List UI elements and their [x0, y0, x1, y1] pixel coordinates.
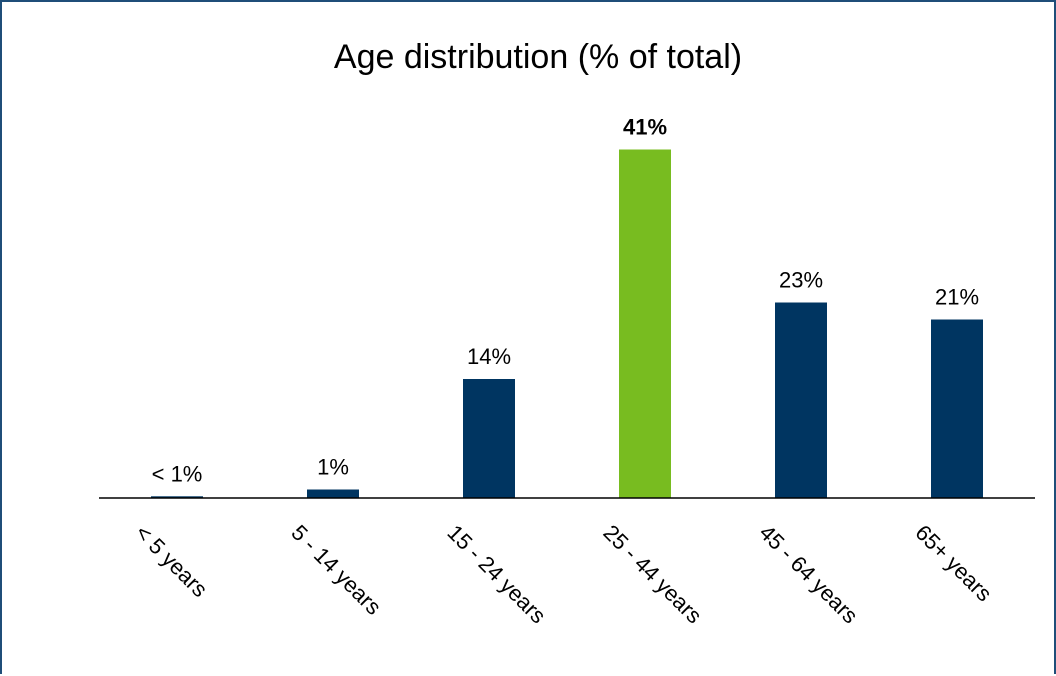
data-label-0: < 1%: [152, 461, 203, 486]
x-tick-label-4: 45 - 64 years: [754, 520, 862, 628]
data-label-2: 14%: [467, 344, 511, 369]
data-label-4: 23%: [779, 268, 823, 293]
x-tick-label-2: 15 - 24 years: [442, 520, 550, 628]
bar-1: [307, 489, 359, 498]
bar-3: [619, 149, 671, 498]
bar-2: [463, 379, 515, 498]
bar-0: [151, 496, 203, 498]
chart-title: Age distribution (% of total): [334, 38, 742, 76]
x-tick-label-3: 25 - 44 years: [598, 520, 706, 628]
x-tick-labels-layer: < 5 years 5 - 14 years 15 - 24 years 25 - 4…: [130, 520, 996, 628]
bar-5: [931, 319, 983, 498]
bars-layer: [151, 149, 983, 498]
data-label-3: 41%: [623, 115, 667, 140]
x-tick-label-1: 5 - 14 years: [286, 520, 386, 620]
data-label-1: 1%: [317, 455, 349, 480]
bar-4: [775, 302, 827, 498]
data-labels-layer: < 1% 1% 14% 41% 23% 21%: [152, 115, 979, 487]
x-tick-label-0: < 5 years: [130, 520, 212, 602]
data-label-5: 21%: [935, 285, 979, 310]
x-tick-label-5: 65+ years: [910, 520, 996, 606]
